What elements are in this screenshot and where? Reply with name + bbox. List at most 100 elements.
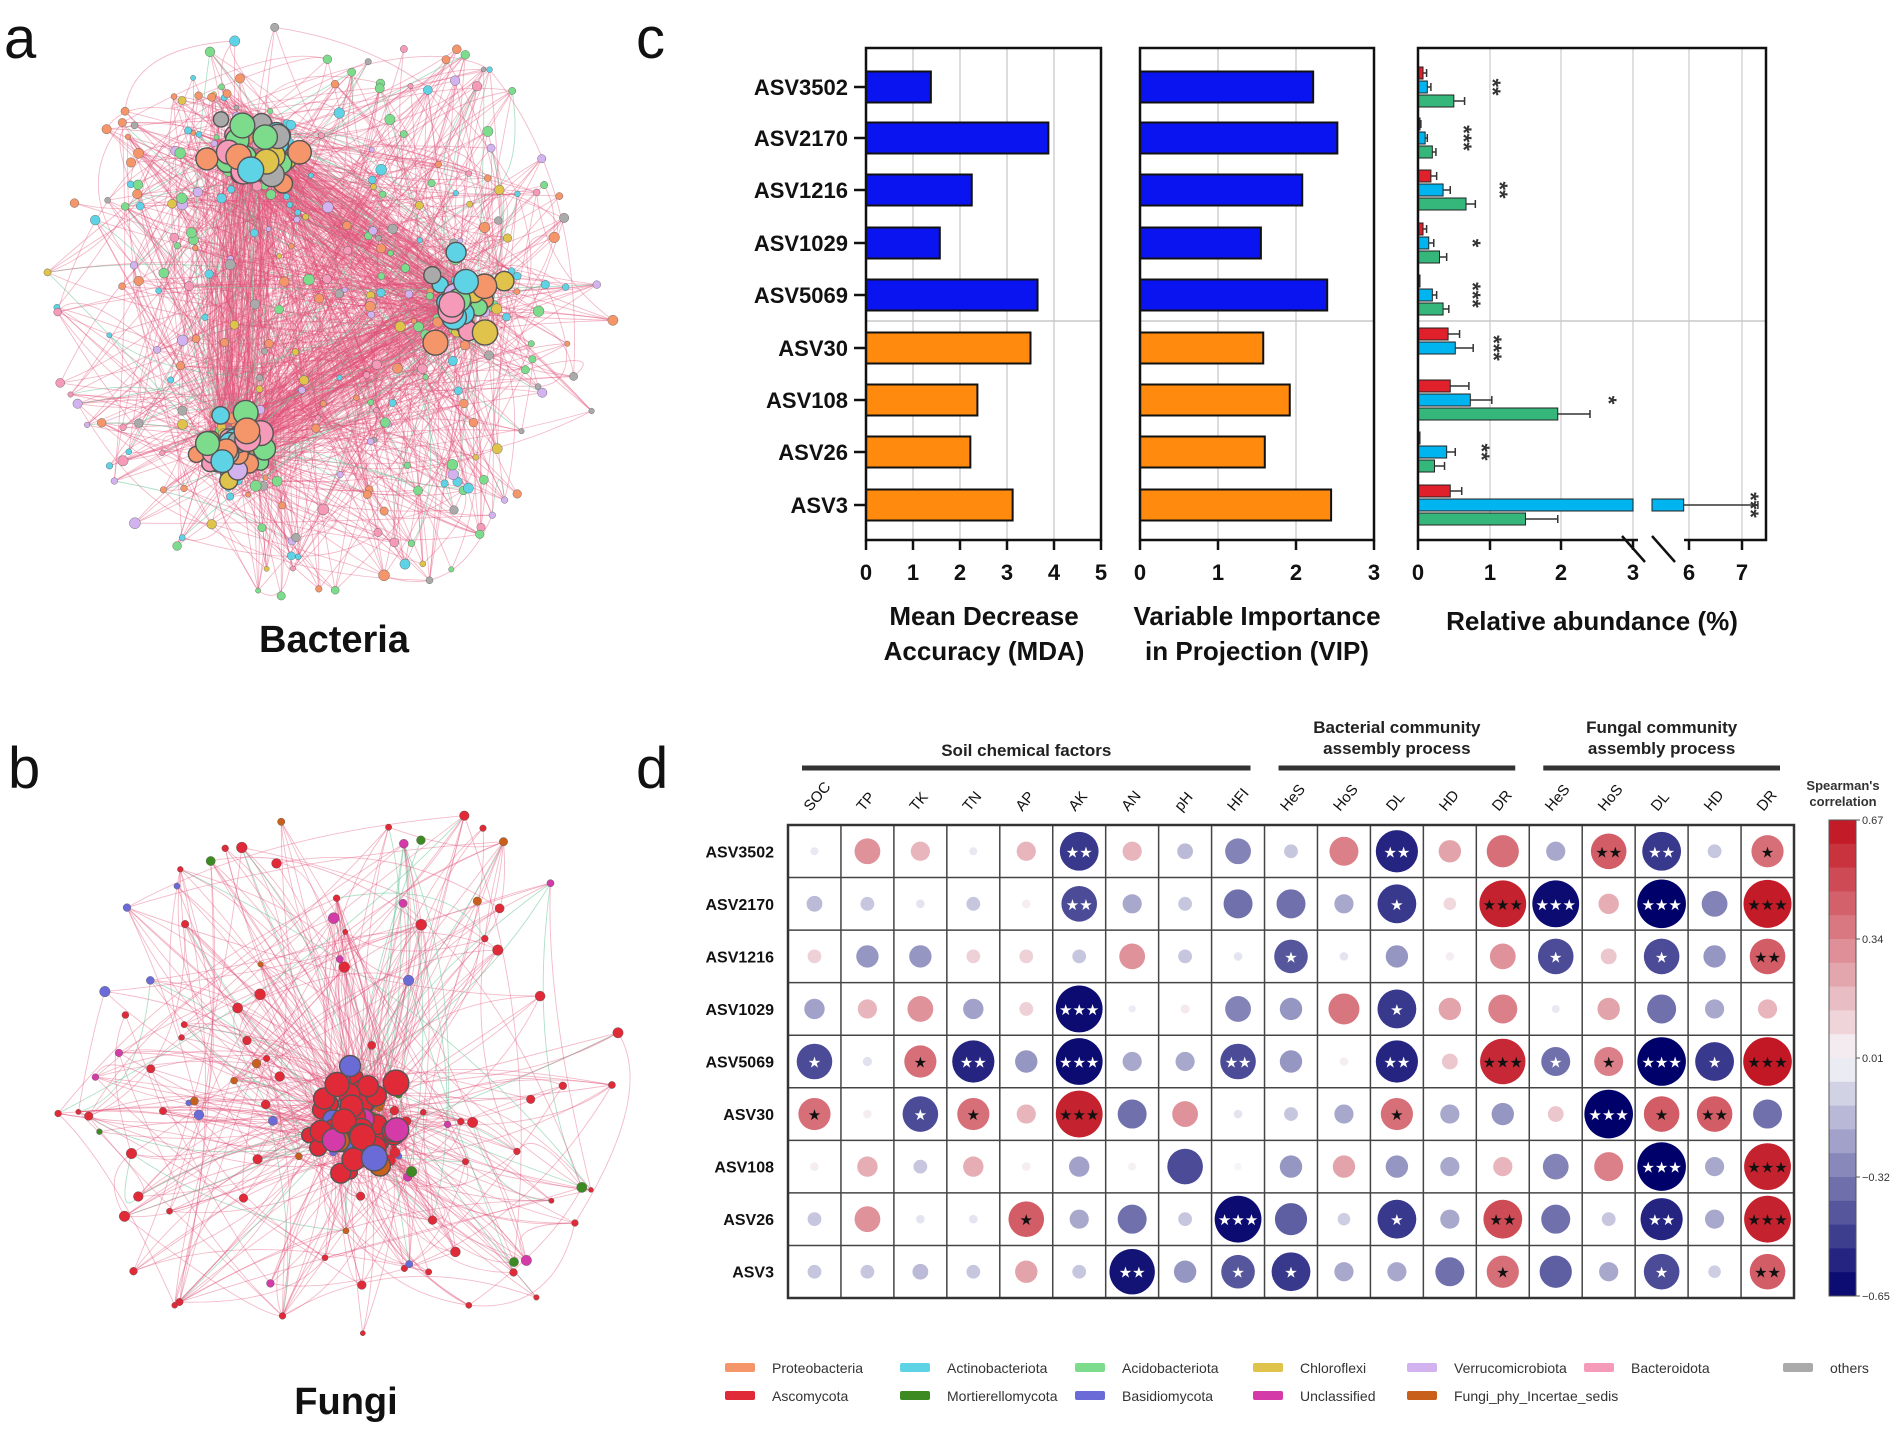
network-edge <box>150 980 461 1122</box>
network-edge <box>184 882 551 1026</box>
network-node <box>201 313 209 321</box>
correlation-circle <box>1334 1262 1354 1282</box>
network-edge <box>519 1222 575 1261</box>
vip-tick-label: 2 <box>1290 560 1302 585</box>
significance-stars: ★ <box>1390 1211 1403 1229</box>
column-label: pH <box>1171 789 1196 815</box>
network-node <box>303 273 315 286</box>
network-edge <box>276 1151 334 1317</box>
network-node <box>170 93 178 100</box>
network-edge <box>210 856 422 926</box>
network-edge <box>106 128 469 332</box>
network-edge <box>237 80 456 435</box>
network-edge <box>407 1151 518 1188</box>
ra-significance: *** <box>1460 282 1485 308</box>
network-node <box>392 363 403 374</box>
network-edge <box>118 1052 283 1317</box>
network-edge <box>150 882 551 981</box>
network-node <box>330 80 340 89</box>
network-edge <box>256 145 336 591</box>
network-edge <box>192 77 250 453</box>
network-edge <box>320 169 382 404</box>
network-node <box>394 321 406 332</box>
network-edge <box>234 1080 300 1157</box>
network-edge <box>261 123 493 516</box>
network-node <box>298 386 306 395</box>
network-edge <box>340 1172 514 1273</box>
network-edge <box>469 90 516 205</box>
network-edge <box>114 298 450 482</box>
colorbar-step <box>1829 1177 1856 1202</box>
correlation-circle <box>1539 1255 1572 1288</box>
network-node <box>368 175 377 185</box>
network-edge <box>256 186 275 352</box>
network-edge <box>388 826 504 848</box>
correlation-circle <box>916 1214 925 1224</box>
network-node <box>608 1081 616 1089</box>
network-edge <box>259 346 398 378</box>
vip-bar <box>1139 70 1315 104</box>
network-edge <box>408 841 504 1265</box>
correlation-circle <box>1601 1212 1616 1227</box>
network-node <box>379 190 387 198</box>
significance-stars: ★★ <box>1648 843 1675 861</box>
network-node <box>379 506 389 516</box>
significance-stars: ★ <box>914 1106 927 1124</box>
network-edge <box>344 289 453 364</box>
correlation-circle <box>1438 997 1462 1021</box>
correlation-circle <box>1334 894 1354 914</box>
network-node <box>221 844 229 852</box>
network-edge <box>263 109 404 135</box>
network-node <box>255 587 261 594</box>
network-edge <box>109 217 565 467</box>
network-edge <box>351 71 415 322</box>
network-edge <box>56 306 324 510</box>
correlation-circle <box>1173 1260 1197 1283</box>
network-edge <box>74 172 264 210</box>
network-edge <box>344 931 485 952</box>
network-edge <box>234 324 526 371</box>
legend-swatch <box>1584 1363 1614 1372</box>
network-node <box>314 414 321 421</box>
network-node <box>336 374 343 381</box>
network-edge <box>191 232 460 290</box>
network-node <box>448 566 455 573</box>
network-edge <box>287 141 537 193</box>
network-node <box>180 1021 188 1028</box>
network-edge <box>122 299 460 462</box>
network-node <box>493 270 515 292</box>
network-edge <box>261 72 353 528</box>
panel-label-b: b <box>8 736 40 801</box>
ra-bar <box>1417 197 1467 211</box>
network-node <box>75 1109 82 1115</box>
ra-bar <box>1417 94 1455 108</box>
correlation-circle <box>1751 835 1784 868</box>
network-node <box>512 489 522 499</box>
network-edge <box>157 309 459 364</box>
network-edge <box>295 270 513 538</box>
network-node <box>331 586 340 595</box>
network-edge <box>287 142 395 543</box>
network-edge <box>291 238 316 280</box>
legend-swatch <box>900 1363 930 1372</box>
network-edge <box>273 72 354 138</box>
ra-bar <box>1417 145 1433 159</box>
network-node <box>288 243 295 250</box>
network-node <box>285 119 296 130</box>
legend-label: Proteobacteria <box>772 1360 863 1376</box>
network-edge <box>257 171 597 286</box>
network-edge <box>268 316 467 345</box>
network-edge <box>97 122 135 266</box>
network-node <box>414 201 424 210</box>
network-node <box>434 160 442 168</box>
correlation-circle <box>1015 1050 1038 1073</box>
network-node <box>357 1280 367 1290</box>
network-node <box>367 1041 377 1050</box>
network-edge <box>389 1159 446 1221</box>
network-node <box>293 216 301 223</box>
network-edge <box>179 869 214 1116</box>
network-edge <box>277 377 427 482</box>
significance-stars: ★★★ <box>1747 1054 1787 1072</box>
vip-bar <box>1139 121 1339 155</box>
correlation-circle <box>907 996 934 1022</box>
